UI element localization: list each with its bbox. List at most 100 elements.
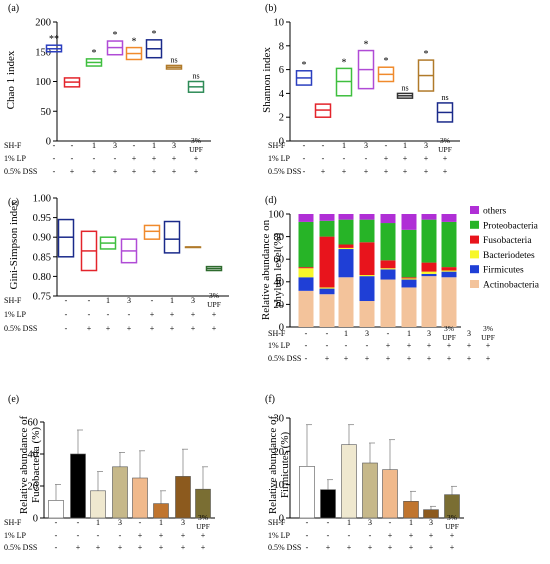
bar <box>382 469 398 519</box>
row-value: - <box>327 518 330 527</box>
row-value: 3% <box>444 324 454 333</box>
row-value: - <box>322 154 325 163</box>
row-label: 0.5% DSS <box>268 167 301 176</box>
y-tick-label: 0 <box>279 514 284 525</box>
row-label: 1% LP <box>4 531 27 540</box>
row-value: + <box>132 154 137 163</box>
y-tick-label: 0.75 <box>33 292 51 303</box>
stack-segment <box>441 267 457 271</box>
row-value: + <box>467 341 472 350</box>
y-axis-label-line: Shannon index <box>261 47 273 113</box>
stack-segment <box>338 249 354 278</box>
row-value: + <box>191 310 196 319</box>
stack-segment <box>380 268 396 270</box>
row-value: 3 <box>368 518 372 527</box>
legend-swatch <box>470 206 479 214</box>
row-value: - <box>151 296 154 305</box>
stack-segment <box>441 270 457 272</box>
row-value: + <box>364 167 369 176</box>
stack-segment <box>298 277 314 291</box>
legend-label: Firmicutes <box>483 266 524 276</box>
row-value: + <box>181 531 186 540</box>
row-value: 3% <box>440 136 450 145</box>
row-value: + <box>194 167 199 176</box>
row-value: + <box>127 324 132 333</box>
row-label: 0.5% DSS <box>4 324 37 333</box>
row-value: - <box>88 310 91 319</box>
significance-label: * <box>384 56 389 67</box>
row-value: + <box>384 167 389 176</box>
row-value: - <box>306 531 309 540</box>
row-value: - <box>65 296 68 305</box>
legend-label: Fusobacteria <box>483 236 532 246</box>
y-tick-label: 30 <box>274 414 285 425</box>
row-value: + <box>172 167 177 176</box>
row-value: 3 <box>181 518 185 527</box>
row-value: - <box>53 154 56 163</box>
row-value: 1 <box>96 518 100 527</box>
row-value: + <box>212 324 217 333</box>
row-value: + <box>325 354 330 363</box>
row-value: + <box>170 324 175 333</box>
stack-segment <box>359 276 375 302</box>
row-value: - <box>55 543 58 552</box>
row-value: - <box>303 154 306 163</box>
row-value: + <box>212 310 217 319</box>
row-value: UPF <box>445 522 459 531</box>
row-value: + <box>447 354 452 363</box>
row-value: - <box>326 341 329 350</box>
stack-segment <box>441 277 457 327</box>
y-tick-label: 100 <box>268 210 284 221</box>
row-value: + <box>347 543 352 552</box>
row-value: - <box>303 141 306 150</box>
box <box>163 220 181 254</box>
row-value: 3% <box>191 136 201 145</box>
panel-d: 0 20 40 60 80 100 (d) Relative abundance onphyl… <box>260 195 540 363</box>
row-value: 3% <box>209 291 219 300</box>
row-value: + <box>450 543 455 552</box>
stack-segment <box>380 269 396 280</box>
stack-segment <box>338 214 354 220</box>
significance-label: * <box>92 48 97 59</box>
row-value: 3 <box>365 329 369 338</box>
significance-label: ns <box>170 55 177 64</box>
significance-label: * <box>152 29 157 40</box>
row-value: - <box>77 518 80 527</box>
y-axis-label: Relative abundance ofFirmicutes (%) <box>267 415 291 514</box>
row-value: + <box>429 543 434 552</box>
row-value: - <box>55 518 58 527</box>
stack-segment <box>441 271 457 278</box>
row-value: - <box>365 154 368 163</box>
row-value: 3% <box>198 513 208 522</box>
stack-segment <box>441 221 457 268</box>
row-value: + <box>344 354 349 363</box>
y-axis-label: Relative abundance ofFucobacteria (%) <box>18 415 42 514</box>
row-value: 3 <box>364 141 368 150</box>
significance-label: * <box>302 60 307 71</box>
row-value: - <box>128 310 131 319</box>
panel-f: 0 10 20 30 (f) Relative abundance ofFirmicute… <box>265 394 464 552</box>
row-label: SH-F <box>268 329 286 338</box>
row-label: 0.5% DSS <box>4 167 37 176</box>
y-tick-label: 50 <box>41 107 52 118</box>
row-value: + <box>201 543 206 552</box>
row-value: 1 <box>170 296 174 305</box>
row-value: + <box>172 154 177 163</box>
row-value: + <box>118 543 123 552</box>
stack-segment <box>298 290 314 327</box>
row-value: - <box>345 341 348 350</box>
row-value: - <box>385 141 388 150</box>
row-value: 1 <box>407 329 411 338</box>
bar <box>423 509 439 519</box>
row-value: + <box>486 341 491 350</box>
stack-segment <box>359 301 375 327</box>
y-tick-label: 200 <box>35 18 51 29</box>
row-label: 1% LP <box>268 154 291 163</box>
stack-segment <box>319 214 335 221</box>
stack-segment <box>421 262 437 272</box>
y-tick-label: 8 <box>279 41 284 52</box>
y-axis-label: Gini-Simpson index <box>8 200 20 289</box>
row-value: 3 <box>127 296 131 305</box>
row-value: + <box>201 531 206 540</box>
row-value: - <box>389 518 392 527</box>
